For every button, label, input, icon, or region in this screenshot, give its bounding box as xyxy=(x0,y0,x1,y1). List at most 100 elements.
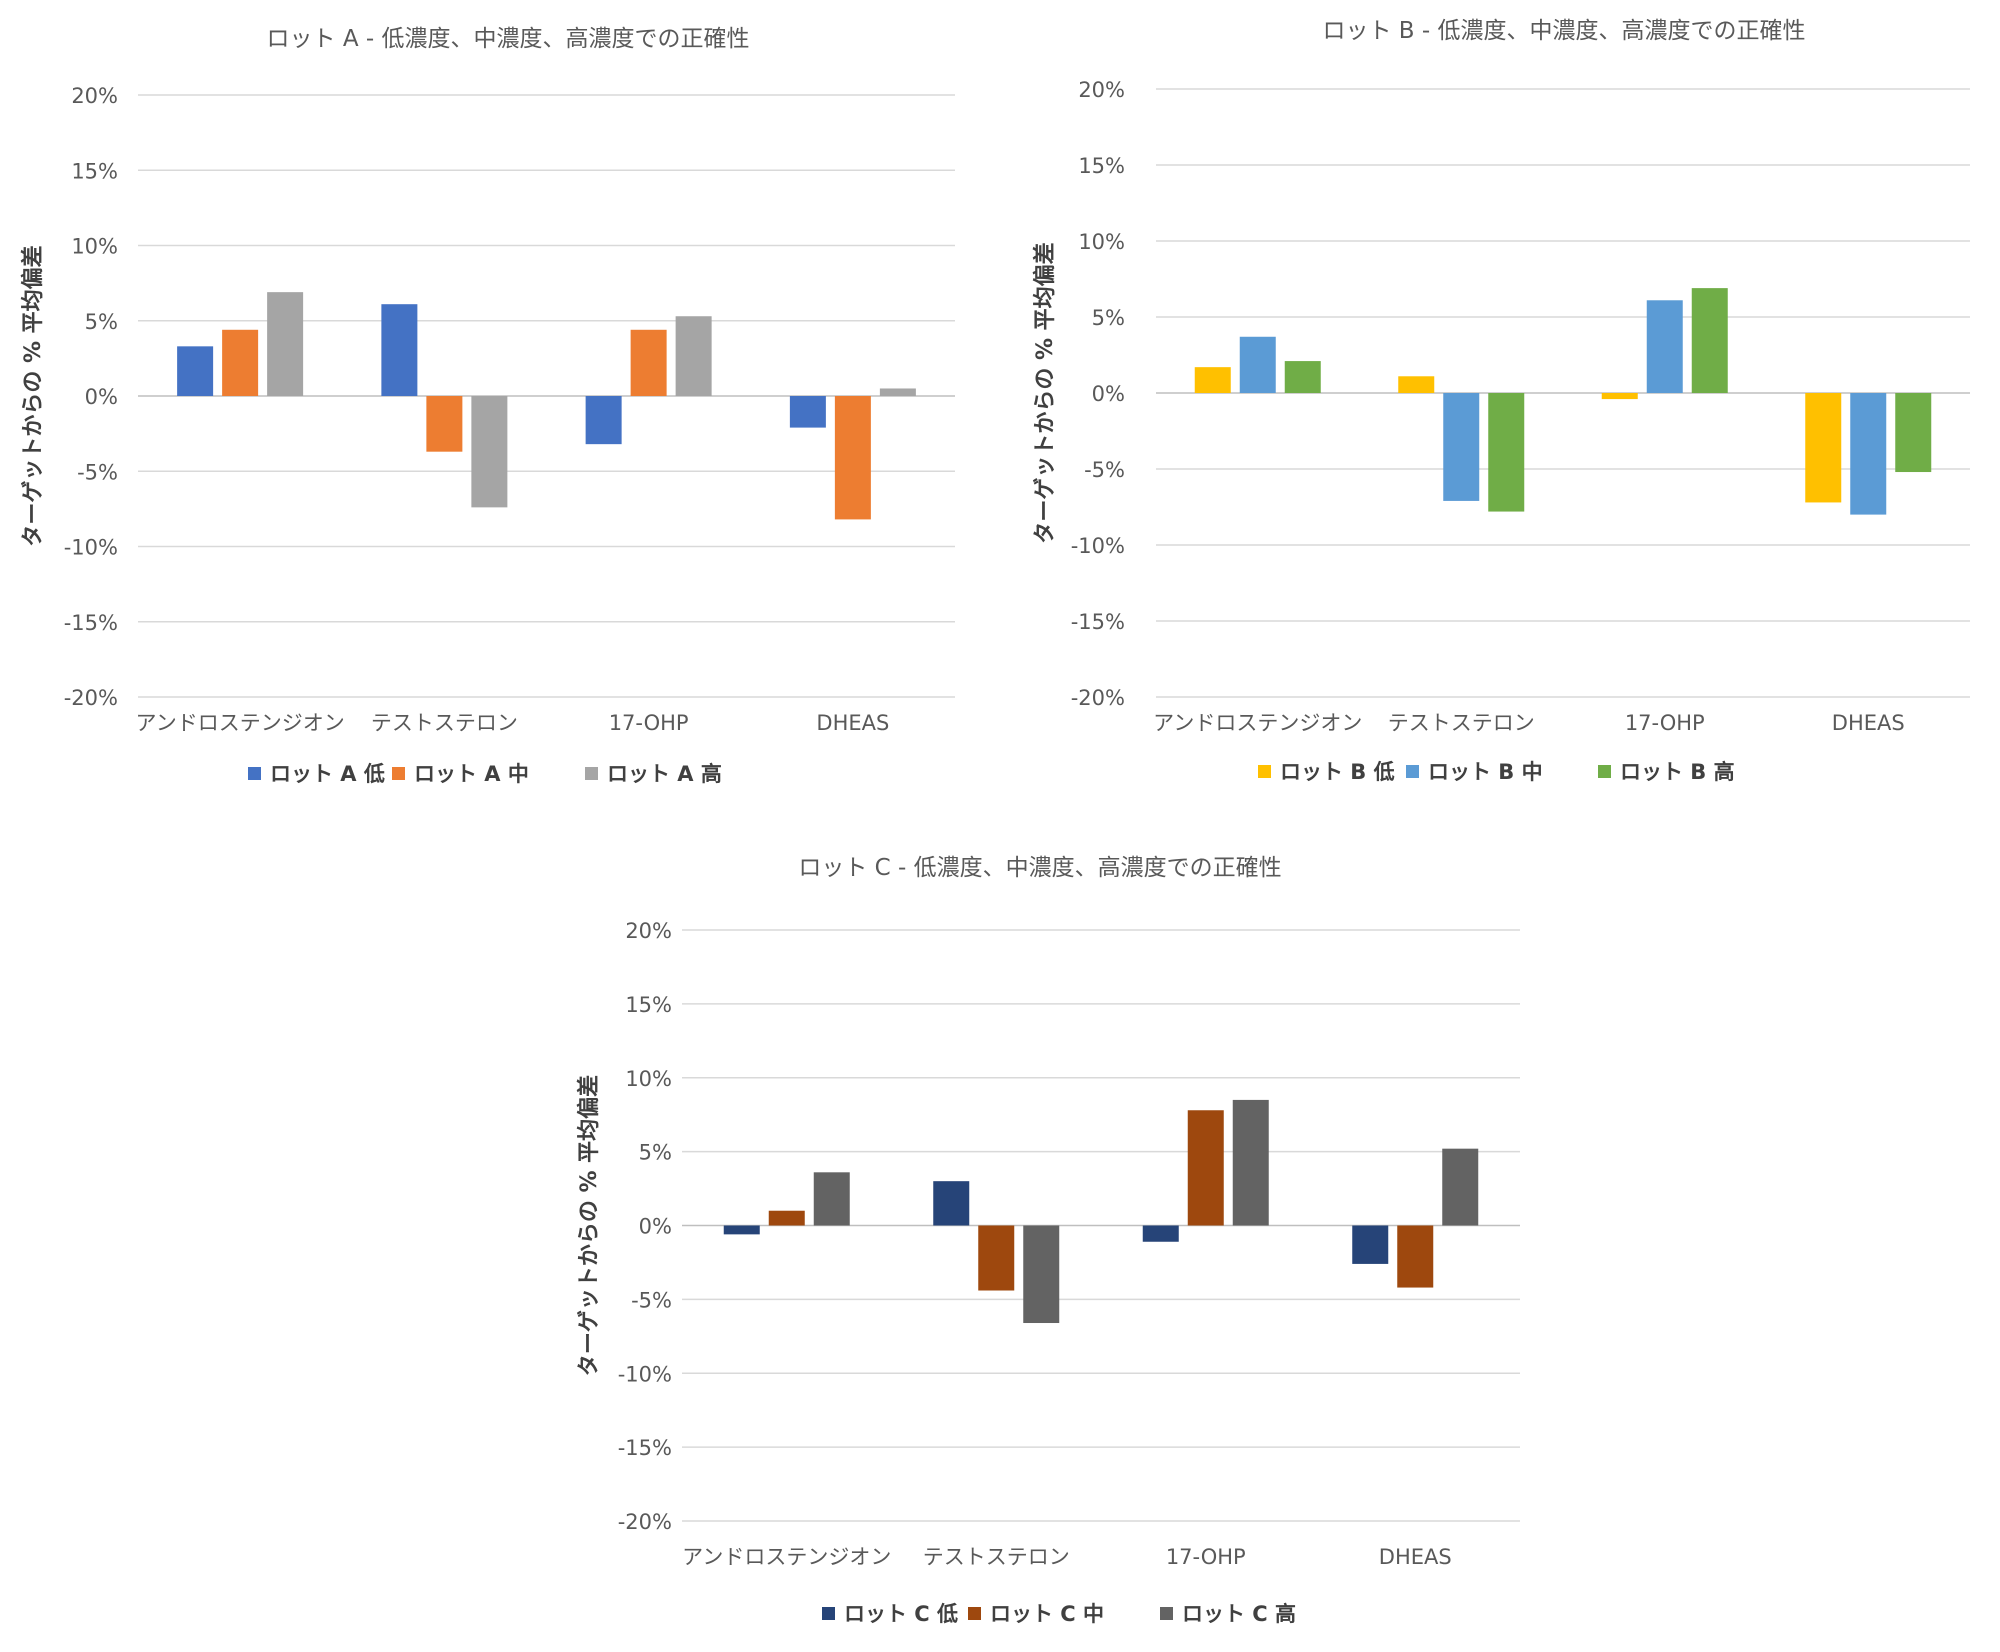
legend-label: ロット C 高 xyxy=(1182,1602,1296,1626)
x-category-label: テストステロン xyxy=(923,1545,1070,1569)
bar xyxy=(1895,393,1932,473)
y-tick-label: 15% xyxy=(625,993,672,1017)
y-tick-label: 10% xyxy=(625,1067,672,1091)
legend-label: ロット A 低 xyxy=(270,762,385,786)
bar xyxy=(834,396,871,520)
x-category-label: アンドロステンジオン xyxy=(136,711,345,735)
x-category-label: DHEAS xyxy=(816,711,889,735)
y-tick-label: -15% xyxy=(1071,610,1125,634)
legend-swatch xyxy=(585,767,598,780)
x-category-label: 17-OHP xyxy=(609,711,689,735)
bar xyxy=(381,304,418,396)
bar xyxy=(1398,376,1435,393)
y-tick-label: 5% xyxy=(639,1141,672,1165)
bar xyxy=(1488,393,1525,512)
legend-label: ロット B 低 xyxy=(1280,760,1395,784)
bar xyxy=(630,329,667,396)
y-tick-label: -10% xyxy=(1071,534,1125,558)
x-category-label: DHEAS xyxy=(1832,711,1905,735)
y-tick-label: 10% xyxy=(1078,230,1125,254)
y-tick-label: -10% xyxy=(618,1362,672,1386)
x-category-label: 17-OHP xyxy=(1625,711,1705,735)
y-tick-label: 20% xyxy=(71,84,118,108)
bar xyxy=(1352,1225,1389,1264)
bar xyxy=(1646,300,1683,393)
chart-title: ロット C - 低濃度、中濃度、高濃度での正確性 xyxy=(798,855,1281,881)
x-category-label: DHEAS xyxy=(1379,1545,1452,1569)
x-category-label: アンドロステンジオン xyxy=(682,1545,891,1569)
chart-lot-c: ロット C - 低濃度、中濃度、高濃度での正確性 20% 15% 10% 5% 0% -5%… xyxy=(576,855,1520,1626)
legend-swatch xyxy=(968,1607,981,1620)
y-tick-label: -20% xyxy=(64,686,118,710)
legend-swatch xyxy=(822,1607,835,1620)
bar xyxy=(1601,393,1638,400)
y-tick-label: -5% xyxy=(1084,458,1125,482)
bar xyxy=(933,1181,970,1226)
y-tick-label: 15% xyxy=(1078,154,1125,178)
y-tick-label: -15% xyxy=(64,611,118,635)
legend-swatch xyxy=(392,767,405,780)
y-tick-label: 15% xyxy=(71,159,118,183)
chart-lot-b: ロット B - 低濃度、中濃度、高濃度での正確性 20% 15% 10% 5% 0% -5%… xyxy=(1032,18,1970,784)
y-tick-label: 0% xyxy=(1092,382,1125,406)
bar xyxy=(1691,288,1728,393)
y-tick-label: 5% xyxy=(1092,306,1125,330)
bar xyxy=(1443,393,1480,501)
bar xyxy=(1850,393,1887,515)
bar xyxy=(1442,1148,1479,1226)
bar xyxy=(177,346,214,396)
y-tick-label: 20% xyxy=(625,919,672,943)
bar xyxy=(426,396,463,452)
legend-swatch xyxy=(1406,765,1419,778)
x-category-label: テストステロン xyxy=(1388,711,1535,735)
y-tick-label: -5% xyxy=(631,1288,672,1312)
bar xyxy=(267,292,304,396)
bar xyxy=(1805,393,1842,503)
legend-label: ロット B 高 xyxy=(1620,760,1735,784)
y-axis-label: ターゲットからの % 平均偏差 xyxy=(1032,242,1058,543)
y-tick-label: -20% xyxy=(618,1510,672,1534)
bar xyxy=(675,316,712,396)
x-category-label: テストステロン xyxy=(371,711,518,735)
legend-label: ロット B 中 xyxy=(1428,760,1543,784)
legend-label: ロット C 中 xyxy=(990,1602,1104,1626)
chart-title: ロット A - 低濃度、中濃度、高濃度での正確性 xyxy=(267,26,750,52)
y-tick-label: -10% xyxy=(64,536,118,560)
bar xyxy=(1023,1225,1060,1324)
legend-label: ロット C 低 xyxy=(844,1602,958,1626)
legend-label: ロット A 高 xyxy=(607,762,722,786)
bar xyxy=(1397,1225,1434,1288)
bar xyxy=(1187,1110,1224,1226)
bar xyxy=(1142,1225,1179,1242)
y-axis-label: ターゲットからの % 平均偏差 xyxy=(20,245,46,546)
y-tick-label: -15% xyxy=(618,1436,672,1460)
legend-swatch xyxy=(248,767,261,780)
bar xyxy=(879,388,916,396)
legend-swatch xyxy=(1160,1607,1173,1620)
bar xyxy=(1194,367,1231,393)
y-axis-label: ターゲットからの % 平均偏差 xyxy=(576,1075,602,1376)
bar xyxy=(978,1225,1015,1291)
y-tick-label: 20% xyxy=(1078,78,1125,102)
bar xyxy=(1239,336,1276,393)
bar xyxy=(1284,361,1321,393)
x-category-label: 17-OHP xyxy=(1166,1545,1246,1569)
legend-label: ロット A 中 xyxy=(414,762,529,786)
bar xyxy=(471,396,508,508)
y-tick-label: 5% xyxy=(85,310,118,334)
chart-title: ロット B - 低濃度、中濃度、高濃度での正確性 xyxy=(1322,18,1805,44)
legend-swatch xyxy=(1258,765,1271,778)
chart-lot-a: ロット A - 低濃度、中濃度、高濃度での正確性 20% 15% 10% 5% 0% -5%… xyxy=(20,26,955,786)
bar xyxy=(723,1225,760,1235)
bar xyxy=(1232,1099,1269,1226)
legend-swatch xyxy=(1598,765,1611,778)
bar xyxy=(789,396,826,428)
bar xyxy=(768,1210,805,1226)
y-tick-label: 0% xyxy=(85,385,118,409)
y-tick-label: 10% xyxy=(71,235,118,259)
bar xyxy=(222,329,259,396)
y-tick-label: -20% xyxy=(1071,686,1125,710)
y-tick-label: 0% xyxy=(639,1215,672,1239)
y-tick-label: -5% xyxy=(77,460,118,484)
bar xyxy=(813,1172,850,1226)
